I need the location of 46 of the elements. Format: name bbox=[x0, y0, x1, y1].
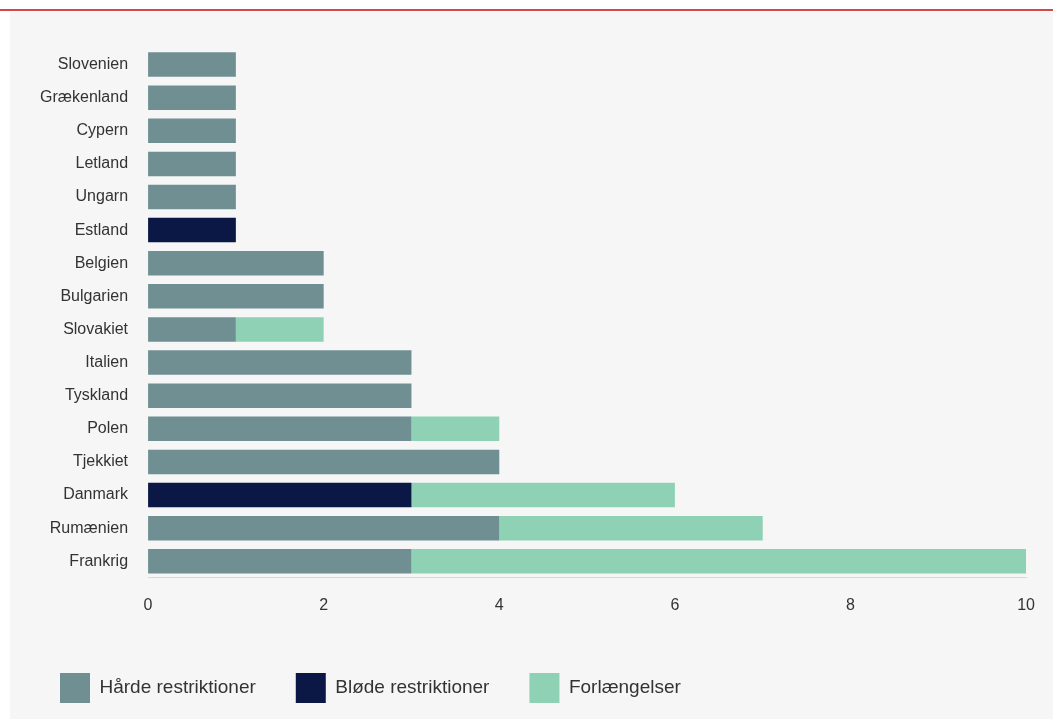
x-tick-label: 2 bbox=[319, 595, 329, 613]
bar bbox=[148, 482, 412, 508]
y-tick-label: Rumænien bbox=[49, 518, 129, 536]
legend-label: Bløde restriktioner bbox=[335, 676, 491, 698]
bar bbox=[148, 317, 236, 342]
y-tick-label: Letland bbox=[75, 154, 129, 172]
bar bbox=[148, 184, 236, 210]
bar bbox=[235, 317, 324, 342]
legend-label: Forlængelser bbox=[568, 676, 682, 698]
bar bbox=[148, 52, 236, 77]
bar bbox=[148, 85, 236, 110]
bar bbox=[411, 548, 1027, 574]
bar bbox=[148, 416, 412, 442]
y-tick-label: Bulgarien bbox=[60, 286, 129, 304]
x-tick-label: 10 bbox=[1017, 595, 1036, 613]
bar bbox=[148, 250, 324, 276]
y-tick-label: Slovenien bbox=[57, 54, 129, 72]
y-tick-label: Tjekkiet bbox=[72, 452, 129, 470]
y-tick-label: Belgien bbox=[74, 253, 129, 271]
y-tick-label: Italien bbox=[85, 352, 129, 370]
x-tick-label: 8 bbox=[846, 595, 856, 613]
y-tick-label: Estland bbox=[74, 220, 129, 238]
y-tick-label: Polen bbox=[87, 419, 129, 437]
bar bbox=[148, 217, 236, 243]
y-tick-label: Slovakiet bbox=[63, 319, 129, 337]
bar bbox=[148, 515, 500, 541]
bar bbox=[148, 284, 324, 309]
x-tick-label: 6 bbox=[670, 595, 680, 613]
y-tick-label: Ungarn bbox=[75, 187, 129, 205]
bar bbox=[148, 118, 236, 144]
y-tick-label: Frankrig bbox=[69, 551, 129, 569]
bar bbox=[148, 383, 412, 408]
y-tick-label: Tyskland bbox=[64, 386, 129, 404]
x-tick-label: 4 bbox=[494, 595, 504, 613]
bar bbox=[411, 482, 675, 508]
bar bbox=[499, 515, 763, 541]
bar bbox=[411, 416, 500, 442]
bar bbox=[148, 350, 412, 375]
y-tick-label: Grækenland bbox=[40, 88, 129, 106]
x-tick-label: 0 bbox=[143, 595, 153, 613]
y-tick-label: Cypern bbox=[76, 121, 129, 139]
legend-label: Hårde restriktioner bbox=[99, 676, 257, 698]
y-tick-label: Danmark bbox=[63, 485, 130, 503]
bar bbox=[148, 151, 236, 177]
bar bbox=[148, 449, 500, 475]
bar bbox=[148, 548, 412, 574]
